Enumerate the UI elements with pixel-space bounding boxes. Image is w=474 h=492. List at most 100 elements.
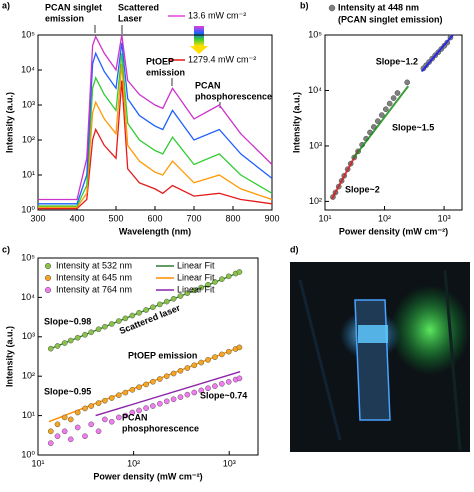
data-point [390, 95, 397, 101]
y-tick-label: 10³ [22, 99, 35, 109]
spectrum-line [38, 42, 273, 205]
annotation: Laser [118, 13, 143, 23]
y-axis-label: Intensity (a.u.) [291, 92, 301, 153]
y-tick-label: 10³ [309, 140, 322, 150]
data-point [177, 394, 184, 400]
y-tick-label: 10⁵ [21, 252, 35, 262]
data-point [136, 310, 142, 316]
data-point [198, 387, 204, 394]
slope-label: Slope~1.2 [376, 56, 418, 66]
data-point [177, 293, 184, 299]
data-point [163, 373, 170, 380]
legend-text: Intensity at 448 nm [338, 2, 419, 12]
data-point [163, 298, 170, 305]
fit-line [95, 371, 241, 417]
data-point [198, 284, 204, 291]
data-point [212, 354, 218, 360]
y-tick-label: 10² [22, 134, 35, 144]
data-point [143, 381, 149, 388]
annotation: PtOEP emission [128, 350, 197, 360]
data-point [386, 100, 393, 107]
annotation: Slope~0.98 [44, 316, 91, 326]
fit-line [330, 149, 359, 200]
data-point [47, 440, 54, 446]
plot-frame [37, 257, 259, 456]
data-point [143, 307, 149, 313]
data-point [219, 381, 225, 387]
data-point [170, 295, 177, 302]
x-tick-label: 10¹ [31, 458, 44, 468]
gradient-arrow-head [190, 46, 208, 54]
y-tick-label: 10⁵ [21, 29, 35, 39]
y-axis-label: Intensity (a.u.) [4, 326, 14, 387]
data-point [157, 376, 163, 382]
power-legend-text: 1279.4 mW cm⁻² [188, 54, 256, 64]
legend-text: (PCAN singlet emission) [338, 14, 443, 24]
data-point [150, 378, 156, 385]
legend-text: Intensity at 645 nm [56, 272, 132, 282]
data-point [54, 343, 61, 349]
data-point [102, 397, 108, 404]
annotation: PCAN singlet [45, 2, 102, 12]
y-tick-label: 10² [22, 371, 35, 381]
power-legend-text: 13.6 mW cm⁻² [188, 10, 246, 20]
x-tick-label: 900 [264, 213, 279, 223]
data-point [61, 340, 68, 346]
annotation: phosphorescence [122, 423, 199, 433]
data-point [74, 334, 81, 341]
annotation: phosphorescence [195, 91, 272, 101]
annotation: Scattered [118, 2, 159, 12]
data-point [67, 337, 74, 344]
data-point [108, 395, 115, 401]
panel-label: b) [300, 0, 309, 10]
annotation: PtOEP [146, 56, 174, 66]
legend-marker [45, 275, 52, 282]
legend-text: Linear Fit [177, 272, 215, 282]
data-point [205, 385, 211, 392]
legend-marker [45, 287, 52, 294]
slope-label: Slope~1.5 [392, 122, 434, 132]
spectrum-line [38, 63, 273, 208]
data-point [95, 326, 102, 333]
data-point [404, 79, 410, 86]
legend-text: Intensity at 532 nm [56, 260, 132, 270]
data-point [47, 345, 54, 352]
data-point [129, 409, 136, 416]
data-point [129, 312, 136, 319]
x-tick-label: 300 [30, 213, 45, 223]
data-point [67, 436, 74, 443]
gradient-arrow [194, 26, 204, 46]
data-point [379, 112, 385, 118]
x-tick-label: 500 [108, 213, 123, 223]
data-point [212, 279, 218, 285]
data-point [198, 359, 204, 366]
panel-label: a) [2, 0, 10, 10]
plot-frame [324, 34, 463, 211]
data-point [150, 304, 156, 310]
x-tick-label: 10¹ [318, 213, 331, 223]
data-point [383, 106, 389, 112]
fit-line [352, 85, 409, 159]
data-point [108, 418, 115, 425]
y-tick-label: 10¹ [22, 410, 35, 420]
spectrum-line [38, 34, 273, 201]
data-point [102, 323, 108, 330]
data-point [74, 424, 81, 431]
data-point [157, 301, 163, 308]
y-tick-label: 10⁴ [21, 292, 35, 302]
slope-label: Slope~2 [345, 184, 380, 194]
x-axis-label: Power density (mW cm⁻²) [339, 226, 448, 236]
data-point [177, 368, 184, 374]
legend-marker [45, 263, 52, 270]
data-point [67, 416, 74, 423]
x-tick-label: 10² [378, 213, 391, 223]
y-tick-label: 10² [309, 196, 322, 206]
x-axis-label: Wavelength (nm) [119, 226, 191, 236]
legend-text: Intensity at 764 nm [56, 284, 132, 294]
x-tick-label: 800 [225, 213, 240, 223]
data-point [82, 433, 88, 440]
data-point [82, 405, 88, 412]
y-tick-label: 10⁵ [308, 29, 322, 39]
spectrum-line [38, 53, 273, 207]
